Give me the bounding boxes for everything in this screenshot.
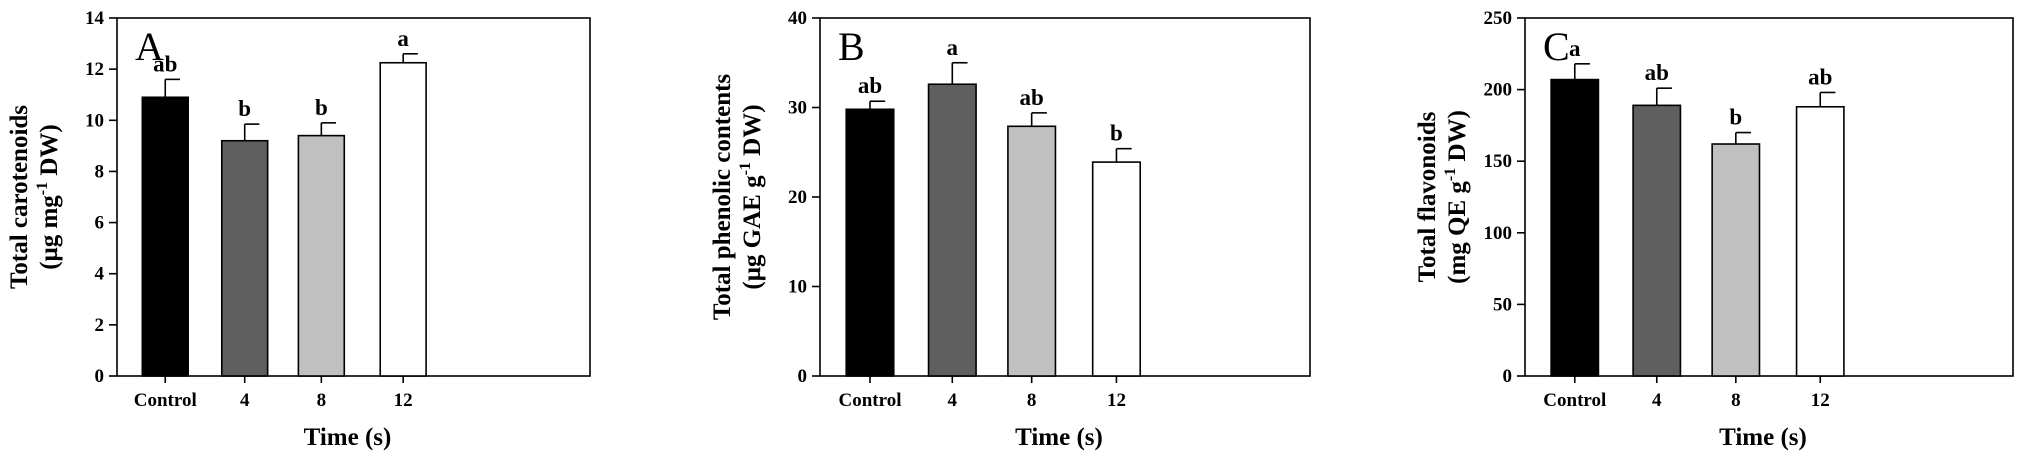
y-axis-unit-suffix: DW) [739, 104, 766, 162]
x-tick-label: 8 [317, 390, 327, 411]
y-axis-unit-superscript: -1 [737, 162, 754, 175]
y-tick-label: 8 [95, 161, 105, 182]
y-tick-label: 20 [788, 187, 807, 208]
bar-8 [1007, 125, 1057, 377]
y-tick-label: 2 [95, 315, 105, 336]
bar-12 [379, 61, 427, 377]
bar-4 [927, 83, 977, 377]
x-axis-title: Time (s) [1719, 424, 1807, 451]
x-tick-label: 4 [948, 390, 958, 411]
y-tick-label: 150 [1484, 151, 1513, 172]
y-axis-unit-suffix: DW) [36, 124, 63, 182]
y-axis-unit: (μg mg [36, 195, 63, 270]
significance-letter: b [1110, 121, 1123, 146]
y-tick-label: 0 [95, 366, 105, 387]
y-tick-label: 100 [1484, 223, 1513, 244]
x-tick-label: 8 [1731, 390, 1741, 411]
significance-letter: ab [1808, 64, 1832, 89]
x-tick-label: 4 [1652, 390, 1662, 411]
significance-letter: a [1569, 36, 1581, 61]
plot-frame [116, 17, 591, 377]
plot-frame [1524, 17, 2014, 377]
y-tick-label: 4 [95, 264, 105, 285]
significance-letter: b [315, 95, 328, 120]
x-tick-label: 12 [394, 390, 413, 411]
y-tick-label: 250 [1484, 8, 1513, 29]
significance-letter: b [238, 96, 251, 121]
y-tick-label: 0 [1503, 366, 1513, 387]
y-tick-label: 40 [788, 8, 807, 29]
x-axis-title: Time (s) [304, 424, 392, 451]
significance-letter: ab [858, 73, 882, 98]
y-axis-title-line2: (mg QE g-1 DW) [1442, 110, 1471, 284]
x-tick-label: Control [1543, 390, 1606, 411]
y-axis-unit-superscript: -1 [34, 182, 51, 195]
bar-12 [1795, 105, 1845, 377]
y-axis-title-line1: Total carotenoids [6, 105, 33, 289]
y-axis-title-line1: Total phenolic contents [709, 74, 736, 321]
y-tick-label: 30 [788, 98, 807, 119]
bar-control [141, 96, 189, 377]
y-tick-label: 14 [85, 8, 105, 29]
significance-letter: ab [153, 51, 177, 76]
bar-4 [1632, 104, 1682, 377]
y-axis-unit-superscript: -1 [1442, 168, 1459, 181]
x-tick-label: Control [838, 390, 901, 411]
bar-8 [297, 134, 346, 377]
x-tick-label: 8 [1027, 390, 1037, 411]
bar-control [1550, 78, 1600, 377]
y-axis-title-line2: (μg mg-1 DW) [34, 124, 63, 270]
x-tick-label: 12 [1811, 390, 1830, 411]
x-tick-label: 12 [1107, 390, 1126, 411]
significance-letter: a [947, 35, 959, 60]
y-axis-title-line1: Total flavonoids [1414, 111, 1441, 282]
y-axis-unit: (μg GAE g [739, 175, 766, 290]
y-tick-label: 12 [85, 59, 104, 80]
y-tick-label: 6 [95, 213, 105, 234]
y-axis-unit: (mg QE g [1444, 181, 1471, 284]
bar-8 [1711, 143, 1761, 377]
x-tick-label: Control [134, 390, 197, 411]
bar-control [845, 108, 895, 377]
x-axis-title: Time (s) [1015, 424, 1103, 451]
significance-letter: ab [1645, 60, 1669, 85]
y-axis-unit-suffix: DW) [1444, 110, 1471, 168]
y-tick-label: 50 [1493, 294, 1512, 315]
significance-letter: b [1729, 105, 1742, 130]
panel-label: B [838, 24, 865, 69]
y-tick-label: 200 [1484, 80, 1513, 101]
bar-12 [1091, 161, 1142, 377]
panel-label: C [1543, 24, 1570, 69]
significance-letter: ab [1020, 85, 1044, 110]
x-tick-label: 4 [240, 390, 250, 411]
significance-letter: a [397, 26, 409, 51]
y-tick-label: 0 [798, 366, 808, 387]
panel-label: A [135, 24, 164, 69]
y-tick-label: 10 [85, 110, 104, 131]
bar-4 [220, 139, 269, 377]
y-axis-title-line2: (μg GAE g-1 DW) [737, 104, 766, 289]
y-tick-label: 10 [788, 277, 807, 298]
